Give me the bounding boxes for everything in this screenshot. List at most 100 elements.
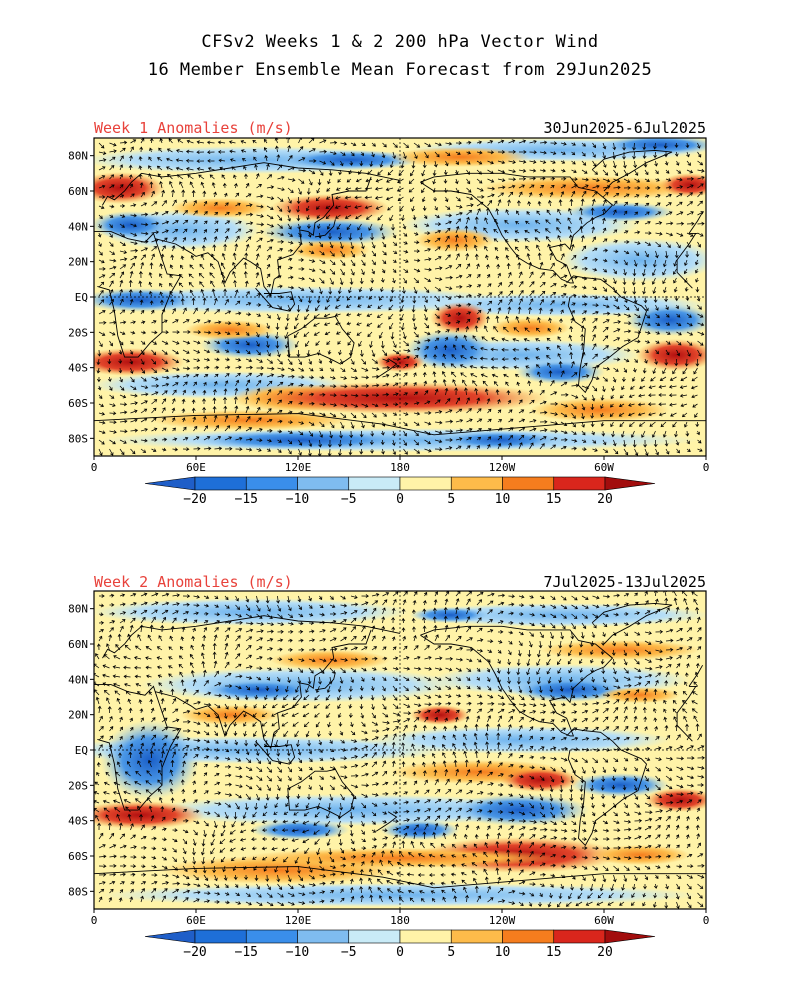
wind-vector	[539, 802, 544, 810]
wind-vector	[602, 603, 610, 608]
wind-vector	[623, 874, 628, 882]
wind-vector	[486, 667, 491, 673]
wind-vector	[388, 895, 394, 903]
wind-vector	[391, 439, 396, 446]
wind-vector	[524, 229, 530, 234]
wind-vector	[308, 148, 316, 153]
wind-vector	[265, 595, 270, 604]
wind-vector	[655, 657, 663, 662]
wind-vector	[613, 593, 620, 598]
wind-vector	[537, 676, 541, 685]
wind-vector	[379, 223, 384, 232]
wind-vector	[445, 419, 454, 424]
wind-vector	[245, 221, 254, 226]
wind-vector	[256, 230, 264, 234]
wind-vector	[676, 766, 684, 771]
wind-vector	[652, 259, 657, 268]
wind-vector	[403, 142, 409, 148]
wind-vector	[497, 593, 506, 598]
wind-vector	[539, 727, 544, 732]
wind-vector	[130, 864, 137, 869]
wind-vector	[193, 721, 201, 726]
wind-vector	[622, 286, 627, 295]
wind-vector	[161, 308, 166, 315]
wind-vector	[256, 438, 263, 443]
wind-vector	[189, 264, 194, 270]
wind-vector	[203, 210, 208, 216]
wind-vector	[685, 250, 690, 258]
wind-vector	[592, 184, 600, 189]
wind-vector	[255, 271, 260, 279]
wind-vector	[602, 685, 609, 690]
wind-vector	[537, 371, 541, 378]
wind-vector	[130, 330, 136, 335]
wind-vector	[557, 649, 562, 657]
wind-vector	[571, 421, 576, 428]
wind-vector	[233, 721, 237, 727]
wind-vector	[388, 313, 394, 320]
wind-vector	[529, 442, 534, 450]
wind-vector	[319, 604, 324, 608]
wind-vector	[611, 385, 615, 392]
wind-vector	[319, 647, 327, 652]
wind-vector	[672, 421, 677, 428]
wind-vector	[361, 259, 366, 266]
wind-vector	[613, 448, 619, 455]
wind-vector	[655, 169, 659, 175]
wind-vector	[107, 358, 112, 365]
wind-vector	[644, 600, 649, 606]
wind-vector	[550, 401, 559, 406]
wind-vector	[148, 290, 153, 297]
wind-vector	[545, 236, 551, 243]
wind-vector	[484, 388, 489, 396]
wind-vector	[634, 631, 641, 636]
wind-vector	[182, 319, 190, 324]
wind-vector	[182, 856, 187, 864]
wind-vector	[358, 169, 362, 175]
wind-vector	[413, 322, 418, 331]
wind-vector	[108, 634, 113, 642]
wind-vector	[686, 192, 694, 198]
wind-vector	[476, 638, 484, 643]
wind-vector	[193, 890, 201, 895]
wind-vector	[581, 855, 588, 860]
wind-vector	[403, 645, 408, 651]
wind-vector	[485, 254, 489, 261]
wind-vector	[298, 647, 305, 652]
wind-vector	[655, 775, 661, 782]
wind-vector	[550, 873, 556, 878]
wind-vector	[434, 420, 443, 425]
wind-vector	[466, 799, 474, 804]
wind-vector	[97, 705, 102, 714]
wind-vector	[193, 446, 201, 451]
wind-vector	[490, 365, 499, 370]
wind-vector	[411, 304, 416, 313]
coastline-segment	[591, 602, 673, 645]
wind-vector	[462, 854, 467, 858]
wind-vector	[98, 439, 105, 445]
wind-vector	[245, 621, 254, 626]
wind-vector	[266, 398, 271, 405]
wind-vector	[697, 200, 703, 207]
wind-vector	[340, 376, 348, 380]
wind-vector	[466, 196, 474, 201]
wind-vector	[539, 755, 546, 760]
wind-vector	[529, 435, 536, 441]
wind-vector	[560, 727, 567, 732]
wind-vector	[381, 430, 385, 436]
wind-vector	[518, 612, 524, 617]
wind-vector	[180, 636, 185, 642]
wind-vector	[557, 336, 562, 342]
wind-vector	[98, 752, 102, 759]
wind-vector	[109, 602, 115, 607]
wind-vector	[476, 591, 484, 597]
wind-vector	[296, 196, 301, 205]
wind-vector	[493, 228, 499, 234]
wind-vector	[518, 427, 526, 432]
wind-vector	[283, 730, 289, 738]
wind-vector	[643, 697, 648, 705]
wind-vector	[313, 820, 320, 826]
wind-vector	[529, 622, 535, 627]
wind-vector	[98, 735, 104, 741]
wind-vector	[123, 665, 131, 670]
